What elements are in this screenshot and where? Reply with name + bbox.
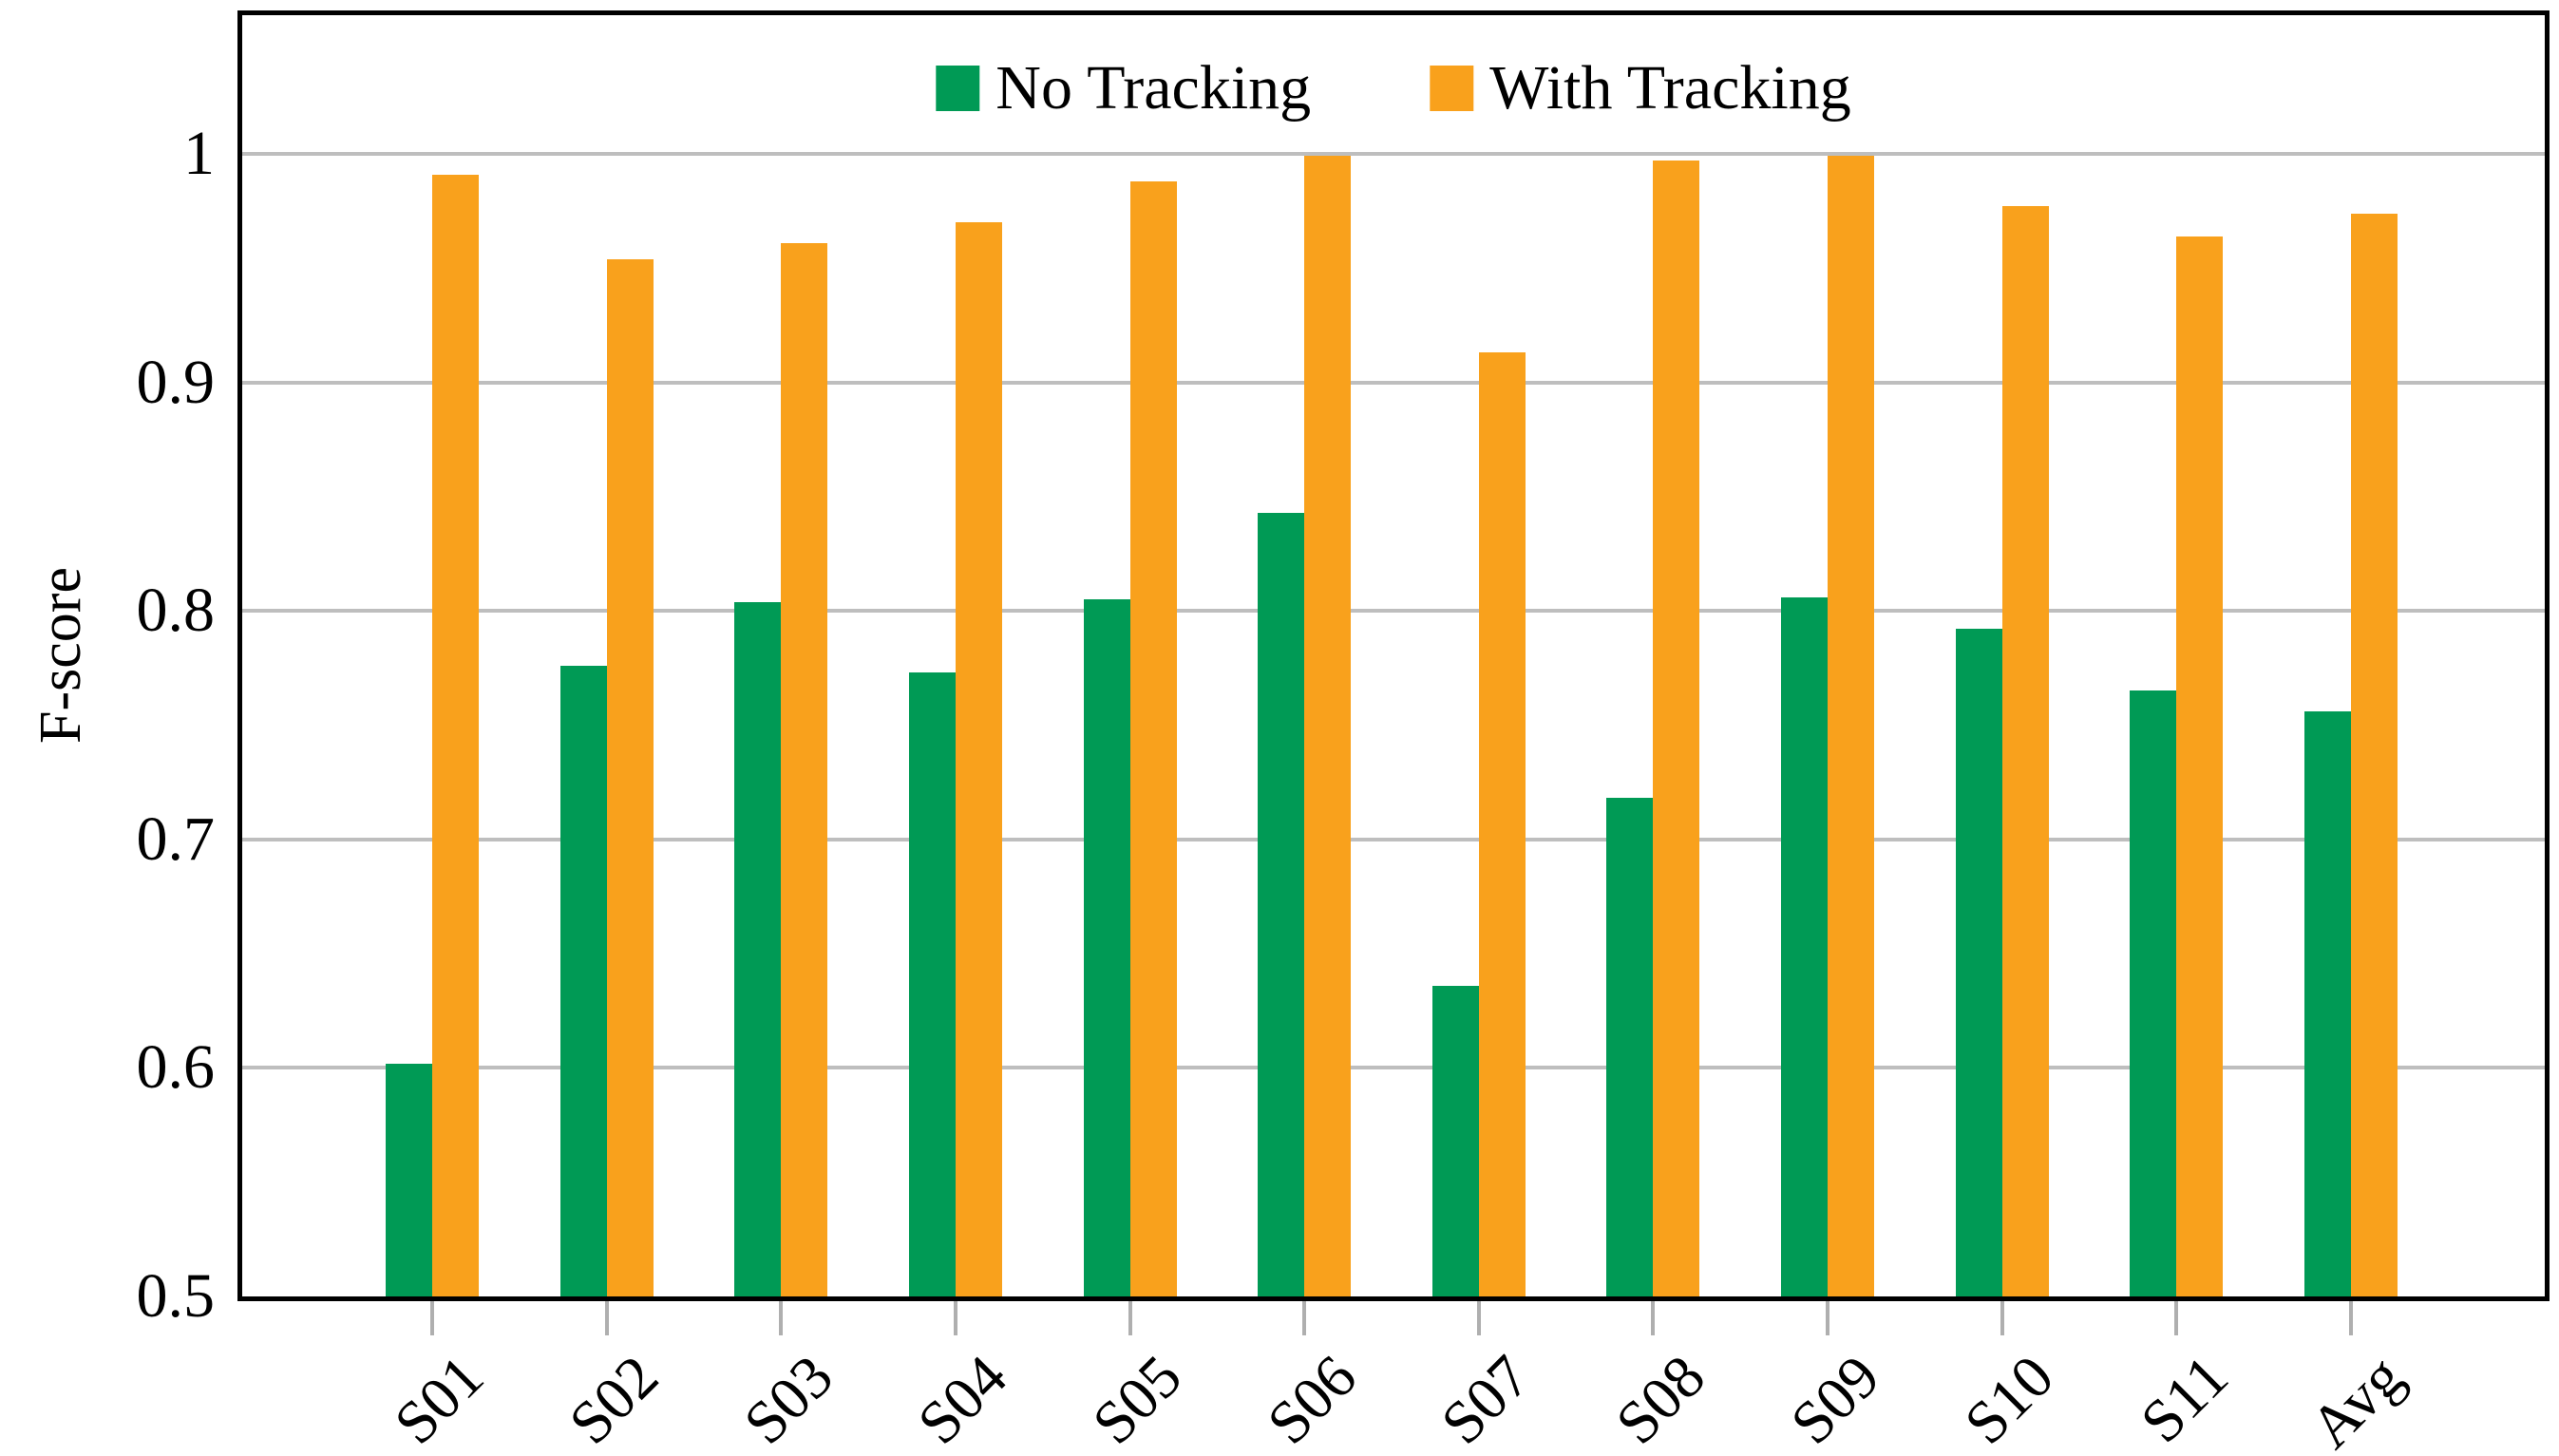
x-tick-S06	[1302, 1301, 1307, 1335]
x-tick-label-S04: S04	[904, 1342, 1020, 1456]
bar-with-tracking-S07	[1478, 352, 1526, 1299]
legend: No Tracking With Tracking	[936, 55, 1851, 122]
x-tick-S08	[1651, 1301, 1656, 1335]
x-tick-Avg	[2349, 1301, 2354, 1335]
x-tick-S03	[779, 1301, 784, 1335]
y-tick-label-0.8: 0.8	[136, 576, 216, 646]
y-tick-label-0.6: 0.6	[136, 1032, 216, 1103]
bar-with-tracking-S05	[1129, 180, 1177, 1299]
bar-with-tracking-S08	[1653, 161, 1700, 1299]
bar-no-tracking-S03	[734, 601, 782, 1299]
bar-no-tracking-S04	[908, 672, 956, 1299]
bar-with-tracking-S06	[1304, 156, 1352, 1299]
gridline-0.6	[242, 1066, 2545, 1070]
bar-no-tracking-S01	[386, 1063, 432, 1299]
y-tick-label-0.7: 0.7	[136, 804, 216, 874]
x-tick-label-S02: S02	[556, 1342, 672, 1456]
bar-with-tracking-S11	[2176, 236, 2224, 1299]
bar-with-tracking-S10	[2001, 206, 2049, 1299]
bar-no-tracking-S09	[1781, 596, 1829, 1299]
bar-with-tracking-S01	[432, 174, 479, 1299]
gridline-0.8	[242, 609, 2545, 614]
bar-no-tracking-S07	[1431, 985, 1479, 1299]
x-tick-S10	[2000, 1301, 2004, 1335]
x-tick-label-S03: S03	[730, 1342, 845, 1456]
x-tick-label-S08: S08	[1602, 1342, 1717, 1456]
legend-entry-no-tracking: No Tracking	[936, 55, 1311, 122]
x-tick-S04	[953, 1301, 957, 1335]
bar-with-tracking-S09	[1828, 156, 1875, 1299]
with-tracking-swatch	[1430, 66, 1474, 111]
bar-no-tracking-Avg	[2304, 711, 2352, 1299]
x-tick-label-S10: S10	[1951, 1342, 2067, 1456]
no-tracking-swatch	[936, 66, 980, 111]
bar-no-tracking-S02	[559, 665, 607, 1299]
x-tick-label-S06: S06	[1254, 1342, 1369, 1456]
x-tick-label-S11: S11	[2127, 1342, 2241, 1456]
bar-with-tracking-S04	[955, 222, 1002, 1299]
bar-no-tracking-S10	[1955, 629, 2002, 1299]
y-tick-label-0.5: 0.5	[136, 1261, 216, 1331]
gridline-0.9	[242, 380, 2545, 385]
bar-with-tracking-S03	[781, 242, 828, 1299]
bar-no-tracking-S11	[2130, 690, 2177, 1299]
no-tracking-label: No Tracking	[995, 53, 1312, 123]
x-tick-S11	[2174, 1301, 2179, 1335]
bar-no-tracking-S08	[1606, 798, 1654, 1299]
with-tracking-label: With Tracking	[1489, 53, 1851, 123]
bar-with-tracking-S02	[606, 258, 654, 1299]
x-tick-S07	[1476, 1301, 1481, 1335]
x-tick-label-S05: S05	[1079, 1342, 1195, 1456]
bar-no-tracking-S06	[1258, 512, 1305, 1299]
x-tick-label-S07: S07	[1428, 1342, 1544, 1456]
gridline-0.7	[242, 837, 2545, 841]
bar-no-tracking-S05	[1083, 599, 1130, 1299]
x-tick-S01	[430, 1301, 434, 1335]
y-axis-title: F-score	[28, 567, 93, 744]
y-tick-label-1: 1	[183, 119, 215, 188]
gridline-1	[242, 152, 2545, 156]
x-tick-S02	[604, 1301, 609, 1335]
legend-entry-with-tracking: With Tracking	[1430, 55, 1851, 122]
x-tick-label-S09: S09	[1776, 1342, 1892, 1456]
x-tick-label-Avg: Avg	[2296, 1342, 2416, 1456]
x-tick-S05	[1128, 1301, 1132, 1335]
y-tick-label-0.9: 0.9	[136, 347, 216, 417]
x-tick-S09	[1826, 1301, 1830, 1335]
x-tick-label-S01: S01	[381, 1342, 497, 1456]
bar-with-tracking-Avg	[2351, 213, 2398, 1299]
